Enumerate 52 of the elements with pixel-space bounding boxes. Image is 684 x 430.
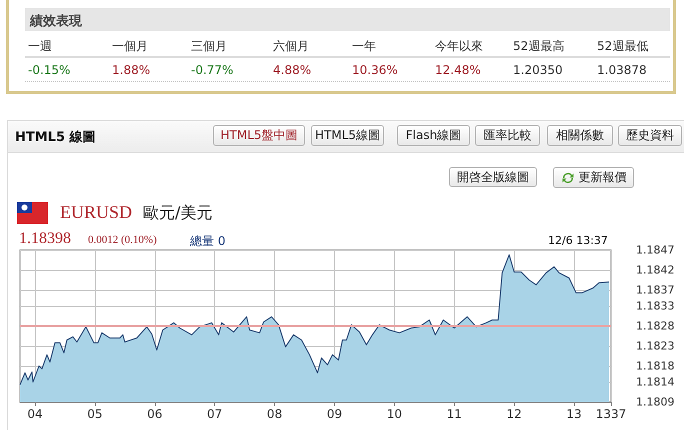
y-tick-label: 1.1809 (636, 396, 674, 408)
chart-subtitle: 歐元/美元 (143, 203, 212, 224)
text: 1.88% (112, 63, 150, 77)
y-tick-label: 1.1833 (636, 300, 674, 312)
text: -0.15% (28, 63, 70, 77)
text: Flash線圖 (406, 127, 462, 144)
x-tick-label: 05 (87, 407, 103, 421)
text: 一週 (28, 38, 52, 55)
text: 一年 (352, 38, 376, 55)
text: 1.18398 (19, 230, 71, 248)
x-tick-label: 08 (266, 407, 282, 421)
text: 12.48% (435, 63, 481, 77)
text: 一個月 (112, 38, 148, 55)
x-tick-label: 10 (386, 407, 402, 421)
text: 1.20350 (513, 63, 563, 77)
text: HTML5線圖 (314, 127, 380, 144)
text: 歷史資料 (626, 127, 674, 144)
chart-title: EURUSD (60, 202, 132, 223)
text: 三個月 (191, 38, 227, 55)
text: 匯率比較 (484, 127, 532, 144)
y-tick-label: 1.1847 (636, 244, 674, 256)
y-tick-label: 1.1828 (636, 320, 674, 332)
x-tick-label: 04 (27, 407, 43, 421)
text: 4.88% (273, 63, 312, 77)
text: -0.77% (191, 63, 234, 77)
x-tick-label: 06 (147, 407, 162, 421)
y-tick-label: 1.1837 (636, 284, 674, 296)
x-tick-label: 12 (506, 407, 522, 421)
x-tick-label: 07 (207, 407, 222, 421)
text: HTML5 線圖 (15, 129, 96, 146)
text: 相關係數 (556, 127, 604, 144)
text: 總量 0 (190, 233, 226, 250)
y-tick-label: 1.1814 (636, 376, 674, 388)
text: 10.36% (352, 63, 398, 77)
text: 0.0012 (0.10%) (88, 234, 157, 246)
y-tick-label: 1.1823 (636, 340, 674, 352)
text: 今年以來 (435, 38, 483, 55)
text: 52週最高 (513, 38, 564, 55)
y-tick-label: 1.1842 (636, 264, 674, 276)
x-tick-label: 1337 (596, 407, 626, 421)
text: 更新報價 (578, 169, 626, 186)
text: HTML5盤中圖 (220, 127, 298, 144)
text: 績效表現 (30, 13, 82, 30)
text: 1.03878 (597, 63, 647, 77)
text: 六個月 (273, 38, 309, 55)
y-tick-label: 1.1818 (636, 360, 674, 372)
x-tick-label: 13 (566, 407, 582, 421)
x-tick-label: 11 (446, 407, 462, 421)
x-tick-label: 09 (326, 407, 342, 421)
text: 開啓全版線圖 (457, 168, 529, 186)
text: 12/6 13:37 (548, 234, 608, 247)
text: 52週最低 (597, 38, 648, 55)
